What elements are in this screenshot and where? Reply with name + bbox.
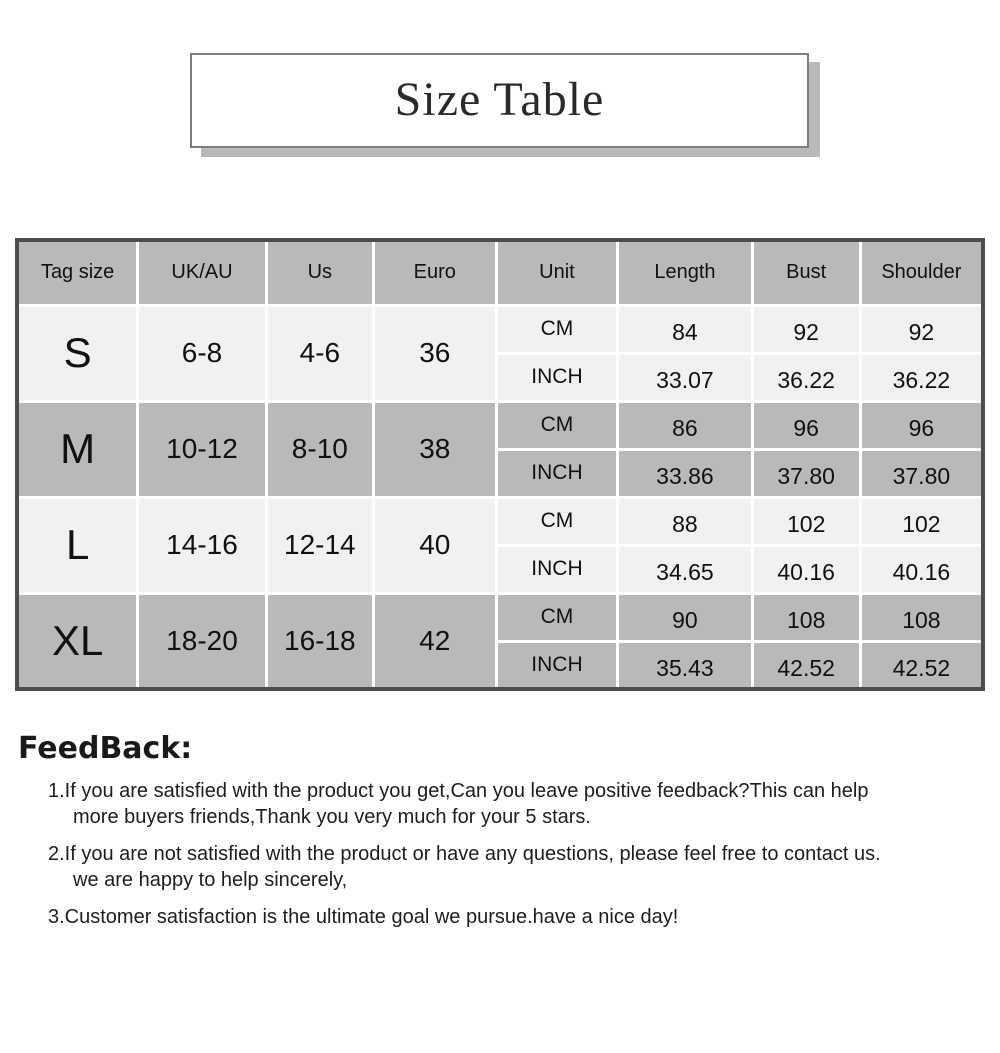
title-box: Size Table [190,53,809,148]
cell-m-inch-length: 33.86 [616,447,754,499]
header-row: Tag size UK/AU Us Euro Unit Length Bust … [15,238,985,307]
cell-xl-euro: 42 [371,591,498,691]
column-header-unit: Unit [494,238,620,307]
cell-xl-cm-bust: 108 [750,591,862,643]
cell-xl-us: 16-18 [264,591,375,691]
cell-tag-xl: XL [15,591,140,691]
cell-xl-inch-bust: 42.52 [750,639,862,691]
cell-s-cm-length: 84 [616,303,754,355]
cell-xl-cm-shoulder: 108 [858,591,985,643]
row-l-cm: L 14-16 12-14 40 CM 88 102 102 [15,495,985,595]
cell-l-unit-cm: CM [494,495,620,547]
column-header-uk-au: UK/AU [136,238,268,307]
cell-l-cm-bust: 102 [750,495,862,547]
column-header-tag-size: Tag size [15,238,140,307]
row-m-inch: INCH 33.86 37.80 37.80 [17,447,985,499]
feedback-item-1: 1.If you are satisfied with the product … [18,778,963,830]
row-xl-cm: XL 18-20 16-18 42 CM 90 108 108 [15,591,985,691]
cell-tag-l: L [15,495,140,595]
row-l-inch: INCH 34.65 40.16 40.16 [17,543,985,595]
feedback-item-2-line-2: we are happy to help sincerely, [73,869,348,891]
cell-m-cm-length: 86 [616,399,754,451]
cell-m-us: 8-10 [264,399,375,499]
feedback-heading: FeedBack: [18,731,193,766]
cell-s-inch-length: 33.07 [616,351,754,403]
cell-s-unit-inch: INCH [494,351,620,403]
cell-tag-s: S [15,303,140,403]
column-header-length: Length [616,238,754,307]
column-header-shoulder: Shoulder [858,238,985,307]
cell-l-euro: 40 [371,495,498,595]
size-table: Tag size UK/AU Us Euro Unit Length Bust … [15,238,985,691]
row-m-cm: M 10-12 8-10 38 CM 86 96 96 [15,399,985,499]
cell-s-inch-shoulder: 36.22 [858,351,985,403]
feedback-item-2-line-1: 2.If you are not satisfied with the prod… [48,843,881,865]
cell-s-unit-cm: CM [494,303,620,355]
column-header-us: Us [264,238,375,307]
row-s-inch: INCH 33.07 36.22 36.22 [17,351,985,403]
row-xl-inch: INCH 35.43 42.52 42.52 [17,639,985,691]
cell-m-inch-shoulder: 37.80 [858,447,985,499]
cell-l-inch-shoulder: 40.16 [858,543,985,595]
cell-xl-unit-cm: CM [494,591,620,643]
cell-xl-inch-shoulder: 42.52 [858,639,985,691]
feedback-item-2: 2.If you are not satisfied with the prod… [18,841,963,893]
cell-l-us: 12-14 [264,495,375,595]
cell-m-cm-bust: 96 [750,399,862,451]
cell-s-inch-bust: 36.22 [750,351,862,403]
cell-m-unit-cm: CM [494,399,620,451]
cell-m-euro: 38 [371,399,498,499]
cell-l-unit-inch: INCH [494,543,620,595]
cell-l-cm-length: 88 [616,495,754,547]
cell-s-uk-au: 6-8 [136,303,268,403]
cell-xl-cm-length: 90 [616,591,754,643]
cell-xl-uk-au: 18-20 [136,591,268,691]
cell-s-cm-bust: 92 [750,303,862,355]
page-title: Size Table [394,73,605,126]
cell-s-euro: 36 [371,303,498,403]
cell-l-inch-bust: 40.16 [750,543,862,595]
cell-l-uk-au: 14-16 [136,495,268,595]
row-s-cm: S 6-8 4-6 36 CM 84 92 92 [15,303,985,403]
feedback-item-3: 3.Customer satisfaction is the ultimate … [18,904,963,930]
cell-tag-m: M [15,399,140,499]
feedback-item-1-line-2: more buyers friends,Thank you very much … [73,806,591,828]
cell-m-cm-shoulder: 96 [858,399,985,451]
cell-l-inch-length: 34.65 [616,543,754,595]
feedback-item-1-line-1: 1.If you are satisfied with the product … [48,780,869,802]
cell-xl-unit-inch: INCH [494,639,620,691]
cell-m-inch-bust: 37.80 [750,447,862,499]
cell-l-cm-shoulder: 102 [858,495,985,547]
feedback-section: FeedBack: 1.If you are satisfied with th… [18,731,1000,930]
cell-s-us: 4-6 [264,303,375,403]
cell-xl-inch-length: 35.43 [616,639,754,691]
column-header-euro: Euro [371,238,498,307]
cell-m-uk-au: 10-12 [136,399,268,499]
cell-s-cm-shoulder: 92 [858,303,985,355]
feedback-item-3-line-1: 3.Customer satisfaction is the ultimate … [48,906,679,928]
cell-m-unit-inch: INCH [494,447,620,499]
column-header-bust: Bust [750,238,862,307]
